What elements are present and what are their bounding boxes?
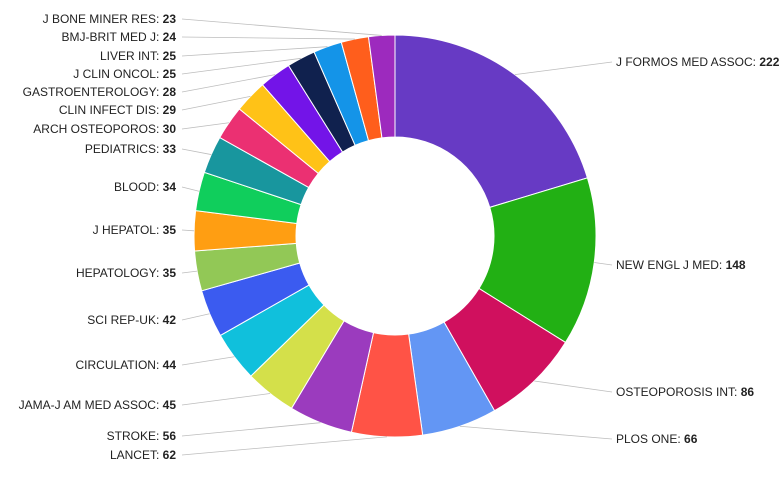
data-label-osteoporosis-int: OSTEOPOROSIS INT: 86 (616, 385, 754, 399)
slice-j-bone-miner-res (367, 34, 396, 139)
leader-line-clin-infect-dis (181, 95, 251, 111)
slice-j-formos-med-assoc (394, 34, 589, 208)
leader-line-gastroenterology (181, 74, 276, 93)
data-label-arch-osteoporos: ARCH OSTEOPOROS: 30 (33, 122, 176, 136)
leader-line-j-formos-med-assoc (514, 61, 613, 76)
slices-group (193, 34, 597, 438)
leader-line-j-clin-oncol (181, 57, 302, 75)
data-label-j-hepatol: J HEPATOL: 35 (93, 223, 177, 237)
data-label-plos-one: PLOS ONE: 66 (616, 432, 698, 446)
leader-line-circulation (181, 356, 235, 366)
data-label-lancet: LANCET: 62 (110, 448, 176, 462)
data-label-pediatrics: PEDIATRICS: 33 (85, 142, 176, 156)
data-label-gastroenterology: GASTROENTEROLOGY: 28 (23, 85, 177, 99)
leader-line-lancet (181, 436, 387, 456)
data-label-blood: BLOOD: 34 (114, 180, 176, 194)
leader-line-new-engl-j-med (594, 262, 613, 266)
leader-line-j-bone-miner-res (181, 18, 382, 36)
data-label-new-engl-j-med: NEW ENGL J MED: 148 (616, 258, 746, 272)
leader-line-arch-osteoporos (181, 122, 229, 130)
data-label-j-formos-med-assoc: J FORMOS MED ASSOC: 222 (616, 55, 780, 69)
leader-line-liver-int (181, 46, 328, 57)
data-label-circulation: CIRCULATION: 44 (76, 358, 177, 372)
data-label-hepatology: HEPATOLOGY: 35 (76, 266, 176, 280)
leader-line-j-hepatol (181, 229, 195, 232)
leader-line-hepatology (181, 270, 198, 274)
data-label-stroke: STROKE: 56 (107, 429, 177, 443)
data-label-j-clin-oncol: J CLIN ONCOL: 25 (73, 67, 176, 81)
leader-line-blood (181, 186, 200, 192)
leader-line-plos-one (459, 425, 613, 440)
leader-line-jama-j-am-med-assoc (181, 393, 271, 406)
leader-lines-group (181, 18, 613, 456)
data-label-jama-j-am-med-assoc: JAMA-J AM MED ASSOC: 45 (19, 398, 177, 412)
data-label-sci-rep-uk: SCI REP-UK: 42 (87, 313, 176, 327)
data-label-liver-int: LIVER INT: 25 (100, 49, 176, 63)
leader-line-sci-rep-uk (181, 313, 210, 321)
data-label-bmj-brit-med-j: BMJ-BRIT MED J: 24 (62, 30, 177, 44)
leader-line-bmj-brit-med-j (181, 36, 355, 40)
leader-line-stroke (181, 422, 321, 437)
leader-line-pediatrics (181, 148, 212, 155)
labels-group: J FORMOS MED ASSOC: 222 NEW ENGL J MED: 1… (19, 12, 780, 462)
data-label-clin-infect-dis: CLIN INFECT DIS: 29 (59, 103, 176, 117)
data-label-j-bone-miner-res: J BONE MINER RES: 23 (43, 12, 177, 26)
leader-line-osteoporosis-int (534, 380, 613, 393)
